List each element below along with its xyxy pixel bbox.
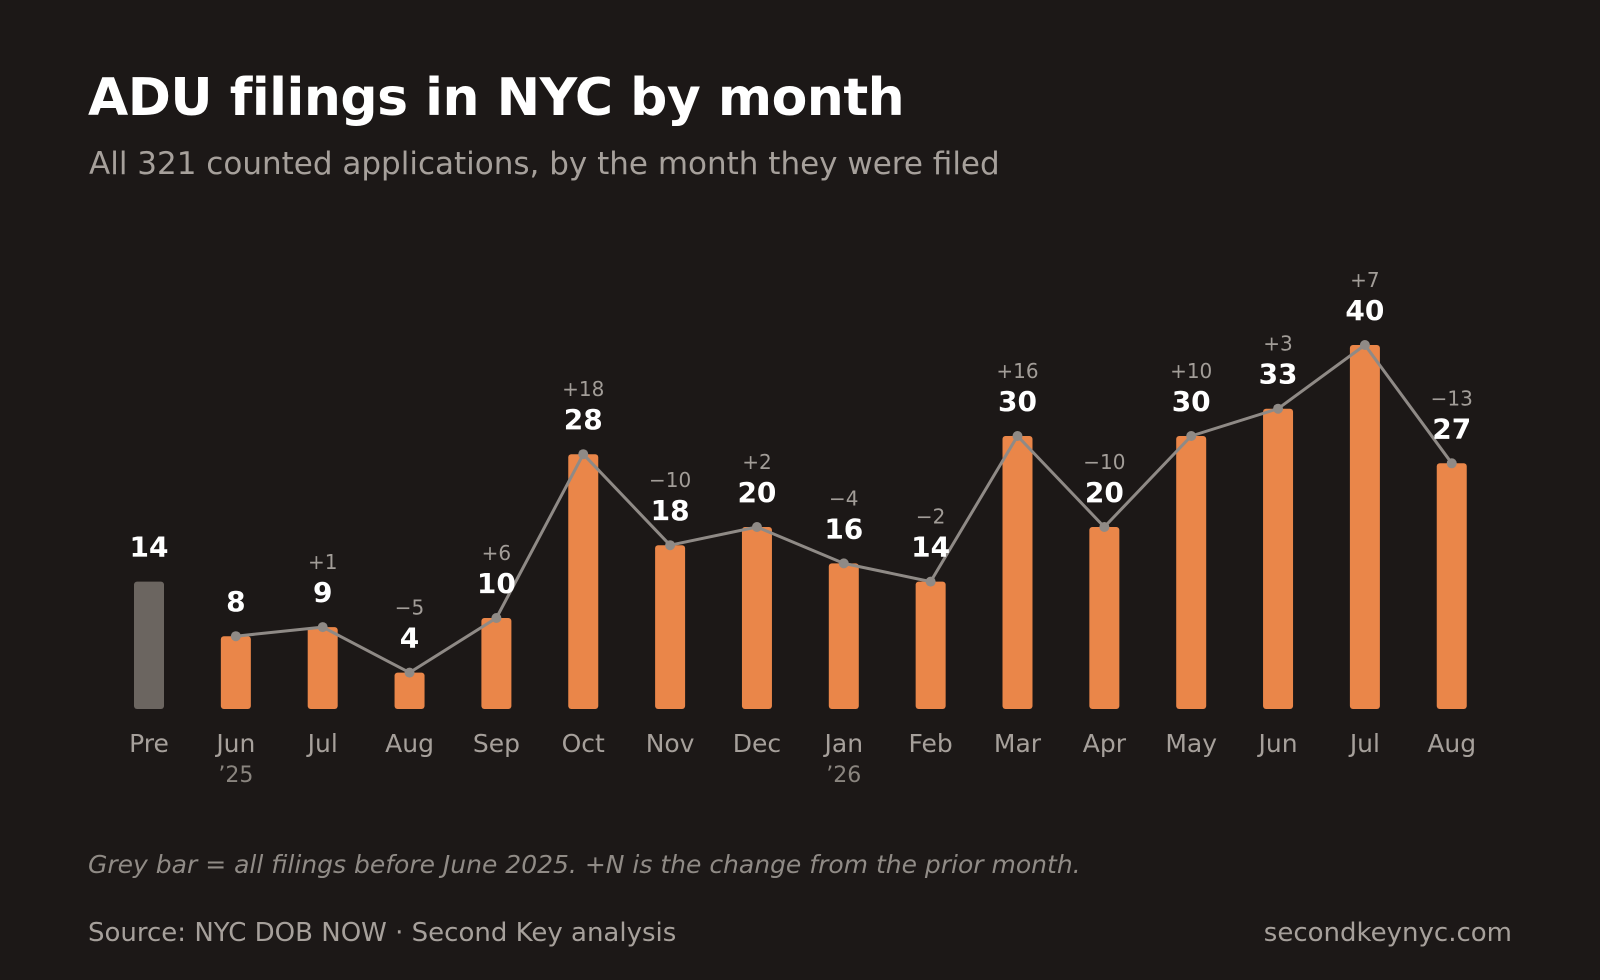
x-tick-label: Aug bbox=[385, 729, 434, 758]
trend-point-3 bbox=[404, 667, 415, 678]
value-label: 40 bbox=[1345, 294, 1384, 327]
delta-label: −13 bbox=[1431, 386, 1473, 410]
value-label: 20 bbox=[737, 476, 776, 509]
value-label: 28 bbox=[564, 403, 603, 436]
bar-jun-13 bbox=[1263, 408, 1294, 709]
x-tick-label: May bbox=[1165, 729, 1217, 758]
delta-label: −10 bbox=[1083, 450, 1125, 474]
bar-jul-2 bbox=[307, 627, 338, 709]
value-label: 18 bbox=[651, 494, 690, 527]
x-tick-label: Sep bbox=[473, 729, 520, 758]
delta-label: +2 bbox=[742, 450, 771, 474]
delta-label: −2 bbox=[916, 505, 945, 529]
bar-jan-8 bbox=[828, 563, 859, 709]
value-label: 20 bbox=[1085, 476, 1124, 509]
bar-pre bbox=[134, 581, 164, 709]
value-label: 16 bbox=[824, 512, 863, 545]
x-tick-label: Jun bbox=[214, 729, 255, 758]
delta-label: −5 bbox=[395, 596, 424, 620]
x-tick-label: Nov bbox=[646, 729, 695, 758]
trend-point-1 bbox=[230, 631, 241, 642]
trend-point-10 bbox=[1012, 431, 1023, 441]
delta-label: +3 bbox=[1263, 332, 1292, 356]
trend-point-4 bbox=[491, 613, 502, 623]
bar-aug-15 bbox=[1436, 463, 1467, 709]
trend-point-15 bbox=[1446, 458, 1457, 469]
site-url: secondkeynyc.com bbox=[1263, 918, 1512, 948]
x-tick-label: Dec bbox=[733, 729, 781, 758]
delta-label: +10 bbox=[1170, 359, 1212, 383]
value-label: 14 bbox=[911, 531, 950, 564]
bar-apr-11 bbox=[1089, 527, 1120, 709]
bar-jul-14 bbox=[1349, 345, 1380, 709]
year-tick-label: ’25 bbox=[218, 763, 253, 788]
x-tick-label: Jun bbox=[1257, 729, 1298, 758]
value-label: 14 bbox=[130, 531, 169, 564]
bar-jun-1 bbox=[220, 636, 251, 709]
value-label: 4 bbox=[400, 622, 419, 655]
trend-point-12 bbox=[1186, 431, 1197, 441]
bar-may-12 bbox=[1176, 436, 1207, 709]
value-label: 27 bbox=[1432, 412, 1471, 445]
bar-dec-7 bbox=[741, 527, 772, 709]
bar-aug-3 bbox=[394, 672, 425, 709]
x-tick-label: Pre bbox=[129, 729, 169, 758]
trend-point-5 bbox=[578, 449, 589, 460]
value-label: 10 bbox=[477, 567, 516, 600]
delta-label: −10 bbox=[649, 468, 691, 492]
bar-feb-9 bbox=[915, 581, 946, 709]
delta-label: +16 bbox=[996, 359, 1038, 383]
delta-label: +6 bbox=[482, 541, 511, 565]
bar-mar-10 bbox=[1002, 436, 1033, 709]
value-label: 33 bbox=[1259, 358, 1298, 391]
bar-nov-6 bbox=[655, 545, 686, 709]
chart-subtitle: All 321 counted applications, by the mon… bbox=[89, 146, 1000, 182]
delta-label: +7 bbox=[1350, 268, 1379, 292]
x-tick-label: Apr bbox=[1083, 729, 1127, 758]
x-tick-label: Jul bbox=[306, 729, 338, 758]
bar-sep-4 bbox=[481, 618, 512, 709]
chart-note: Grey bar = all filings before June 2025.… bbox=[88, 850, 1081, 879]
trend-point-9 bbox=[925, 576, 936, 587]
chart-title: ADU filings in NYC by month bbox=[88, 68, 905, 128]
x-tick-label: Jan bbox=[823, 729, 864, 758]
x-tick-label: Oct bbox=[562, 729, 605, 758]
x-tick-label: Feb bbox=[909, 729, 953, 758]
trend-point-13 bbox=[1273, 403, 1284, 414]
value-label: 30 bbox=[998, 385, 1037, 418]
delta-label: +18 bbox=[562, 377, 604, 401]
x-tick-label: Jul bbox=[1348, 729, 1380, 758]
delta-label: +1 bbox=[308, 550, 337, 574]
source-credit: Source: NYC DOB NOW · Second Key analysi… bbox=[88, 918, 677, 948]
trend-point-11 bbox=[1099, 522, 1110, 532]
value-label: 9 bbox=[313, 576, 332, 609]
bar-oct-5 bbox=[568, 454, 599, 709]
value-label: 30 bbox=[1172, 385, 1211, 418]
year-tick-label: ’26 bbox=[826, 763, 861, 788]
trend-point-7 bbox=[751, 522, 762, 532]
x-tick-label: Aug bbox=[1427, 729, 1476, 758]
value-label: 8 bbox=[226, 585, 245, 618]
trend-point-6 bbox=[665, 540, 676, 551]
trend-point-14 bbox=[1359, 340, 1370, 350]
trend-point-2 bbox=[317, 622, 328, 633]
x-tick-label: Mar bbox=[994, 729, 1042, 758]
delta-label: −4 bbox=[829, 486, 858, 510]
trend-point-8 bbox=[838, 558, 849, 569]
